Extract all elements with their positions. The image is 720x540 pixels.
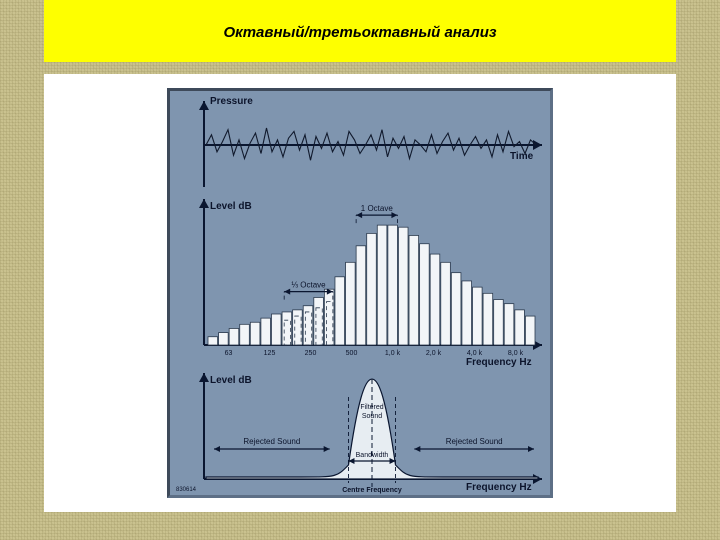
svg-text:Frequency Hz: Frequency Hz: [466, 482, 532, 493]
svg-text:830614: 830614: [176, 487, 197, 493]
svg-text:63: 63: [225, 350, 233, 357]
svg-text:Rejected Sound: Rejected Sound: [446, 437, 503, 446]
title-bar: Октавный/третьоктавный анализ: [44, 0, 676, 62]
svg-text:⅓ Octave: ⅓ Octave: [291, 281, 326, 290]
svg-text:Sound: Sound: [362, 413, 382, 420]
svg-text:Centre Frequency: Centre Frequency: [342, 487, 402, 494]
svg-text:Frequency Hz: Frequency Hz: [466, 357, 532, 368]
svg-text:1 Octave: 1 Octave: [361, 204, 394, 213]
svg-text:Pressure: Pressure: [210, 96, 253, 107]
title-text: Октавный/третьоктавный анализ: [223, 24, 496, 41]
svg-text:500: 500: [346, 350, 358, 357]
svg-text:4,0 k: 4,0 k: [467, 350, 483, 357]
svg-text:2,0 k: 2,0 k: [426, 350, 442, 357]
svg-text:Rejected Sound: Rejected Sound: [243, 437, 300, 446]
svg-text:Filtered: Filtered: [360, 404, 383, 411]
slide: Октавный/третьоктавный анализ Pressure Ti…: [0, 0, 720, 540]
svg-text:1,0 k: 1,0 k: [385, 350, 401, 357]
figure: Pressure Time Level dB Frequency Hz ⅓ Octave…: [167, 88, 553, 498]
svg-text:8,0 k: 8,0 k: [508, 350, 524, 357]
svg-text:Level dB: Level dB: [210, 375, 252, 386]
content-panel: Pressure Time Level dB Frequency Hz ⅓ Octave…: [44, 74, 676, 512]
svg-text:250: 250: [305, 350, 317, 357]
svg-text:Bandwidth: Bandwidth: [356, 452, 389, 459]
svg-text:Level dB: Level dB: [210, 201, 252, 212]
svg-text:125: 125: [264, 350, 276, 357]
svg-text:Time: Time: [510, 151, 534, 162]
figure-svg: Pressure Time Level dB Frequency Hz ⅓ Octave…: [170, 91, 550, 495]
